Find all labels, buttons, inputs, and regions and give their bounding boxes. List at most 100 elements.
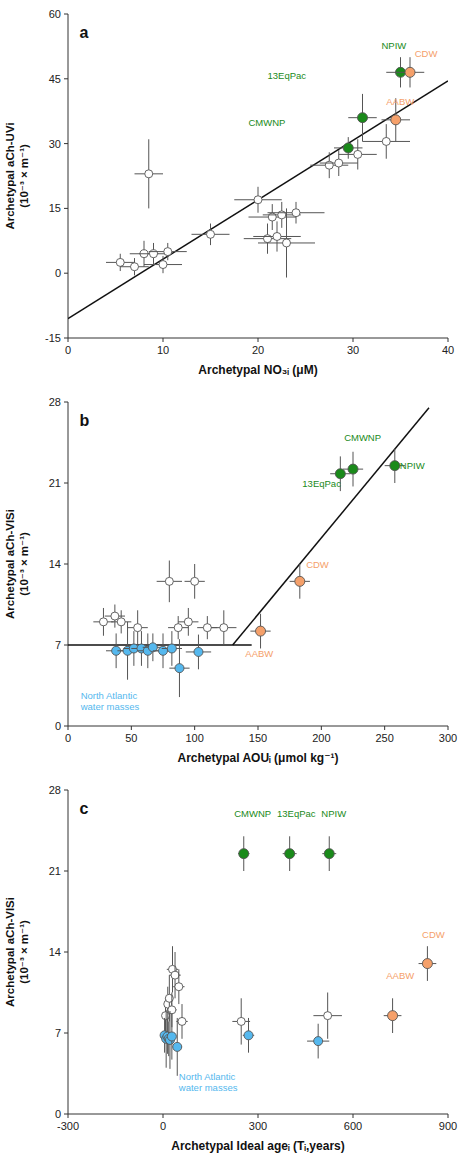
point <box>391 115 401 125</box>
point <box>150 250 158 258</box>
x-tick-label: 300 <box>439 732 457 744</box>
x-tick <box>448 1114 449 1118</box>
point-group <box>250 614 270 649</box>
annotation: NPIW <box>382 40 407 51</box>
point <box>237 1017 245 1025</box>
x-tick-label: 40 <box>442 344 454 356</box>
x-tick-label: 600 <box>344 1120 362 1132</box>
x-tick-label: 100 <box>185 732 203 744</box>
point <box>178 1017 186 1025</box>
x-tick-label: 20 <box>252 344 264 356</box>
x-tick <box>194 726 195 730</box>
point-group <box>334 137 363 159</box>
panel: 05010015020025030007142128Archetypal AOU… <box>4 396 457 765</box>
y-tick-label: 7 <box>55 639 61 651</box>
figure: 010203040-15015304560Archetypal NO₃ᵢ (μM… <box>0 0 474 1164</box>
point <box>167 644 176 653</box>
x-tick-label: 50 <box>125 732 137 744</box>
point-group <box>178 608 198 636</box>
annotation: CDW <box>415 48 438 59</box>
point-group <box>322 836 336 871</box>
point <box>382 137 390 145</box>
point-group <box>176 1004 187 1039</box>
y-tick-label: 21 <box>49 477 61 489</box>
annotation-line: CMWNP <box>234 808 271 819</box>
point-group <box>343 452 363 487</box>
annotation-line: CMWNP <box>249 117 286 128</box>
point <box>295 576 305 586</box>
y-tick-label: 28 <box>49 396 61 408</box>
y-axis-label-line: Archetypal aCh-UVi <box>4 122 16 229</box>
annotation: NPIW <box>400 460 425 471</box>
point-group <box>192 224 230 246</box>
point <box>220 624 228 632</box>
annotation: 13EqPac <box>302 478 341 489</box>
point <box>184 618 192 626</box>
point <box>159 646 168 655</box>
point-group <box>419 946 437 981</box>
annotation: CMWNP <box>249 117 286 128</box>
x-tick-label: 150 <box>249 732 267 744</box>
point <box>117 618 125 626</box>
point-group <box>249 204 297 230</box>
annotation: North Atlanticwater masses <box>80 690 140 712</box>
x-tick-label: 10 <box>157 344 169 356</box>
point-group <box>363 124 411 159</box>
x-tick-label: 900 <box>439 1120 457 1132</box>
annotation: AABW <box>386 96 414 107</box>
point-group <box>268 202 325 224</box>
annotation: AABW <box>386 970 414 981</box>
point <box>191 577 199 585</box>
point-group <box>339 139 377 169</box>
point <box>390 461 400 471</box>
y-axis-label-line: (10⁻³ × m⁻¹) <box>18 532 30 596</box>
point <box>405 67 415 77</box>
point-group <box>135 139 164 208</box>
y-axis-label: Archetypal aCh-VISi(10⁻³ × m⁻¹) <box>4 897 30 1007</box>
point <box>207 230 215 238</box>
y-axis-label-line: (10⁻³ × m⁻¹) <box>18 920 30 984</box>
x-tick <box>131 726 132 730</box>
annotation: 13EqPac <box>268 70 307 81</box>
x-tick-label: 0 <box>65 344 71 356</box>
annotation: 13EqPac <box>277 808 316 819</box>
point-group <box>396 57 425 87</box>
annotation-line: water masses <box>80 701 140 712</box>
point-group <box>173 1018 183 1076</box>
y-tick-label: 0 <box>55 267 61 279</box>
fit-line <box>68 81 448 319</box>
y-tick-label: 14 <box>49 558 61 570</box>
point <box>335 159 343 167</box>
annotation-line: 13EqPac <box>277 808 316 819</box>
point <box>159 261 167 269</box>
annotation: AABW <box>245 648 273 659</box>
x-tick <box>384 726 385 730</box>
annotation-line: North Atlantic <box>81 690 138 701</box>
point <box>325 161 333 169</box>
x-tick <box>163 338 164 342</box>
annotation: CMWNP <box>234 808 271 819</box>
y-axis-label-line: Archetypal aCh-VISi <box>4 509 16 619</box>
point <box>162 1012 170 1020</box>
x-axis-label: Archetypal NO₃ᵢ (μM) <box>198 363 317 377</box>
point <box>343 143 353 153</box>
annotation-line: AABW <box>386 96 414 107</box>
annotation-line: CDW <box>306 559 329 570</box>
x-tick <box>258 338 259 342</box>
y-tick-label: 28 <box>49 784 61 796</box>
annotation-line: 13EqPac <box>268 70 307 81</box>
panel: -300030060090007142128Archetypal Ideal a… <box>4 784 457 1153</box>
annotation-line: CMWNP <box>344 432 381 443</box>
point <box>203 624 211 632</box>
annotation-line: water masses <box>178 1082 238 1093</box>
y-tick-label: 30 <box>49 138 61 150</box>
point <box>324 849 334 859</box>
point-group <box>144 256 182 273</box>
point-group <box>185 564 205 599</box>
y-tick <box>64 952 68 953</box>
x-tick-label: -300 <box>57 1120 79 1132</box>
point-group <box>211 610 236 645</box>
x-tick-label: 0 <box>65 732 71 744</box>
point-group <box>169 639 189 697</box>
point <box>254 196 262 204</box>
